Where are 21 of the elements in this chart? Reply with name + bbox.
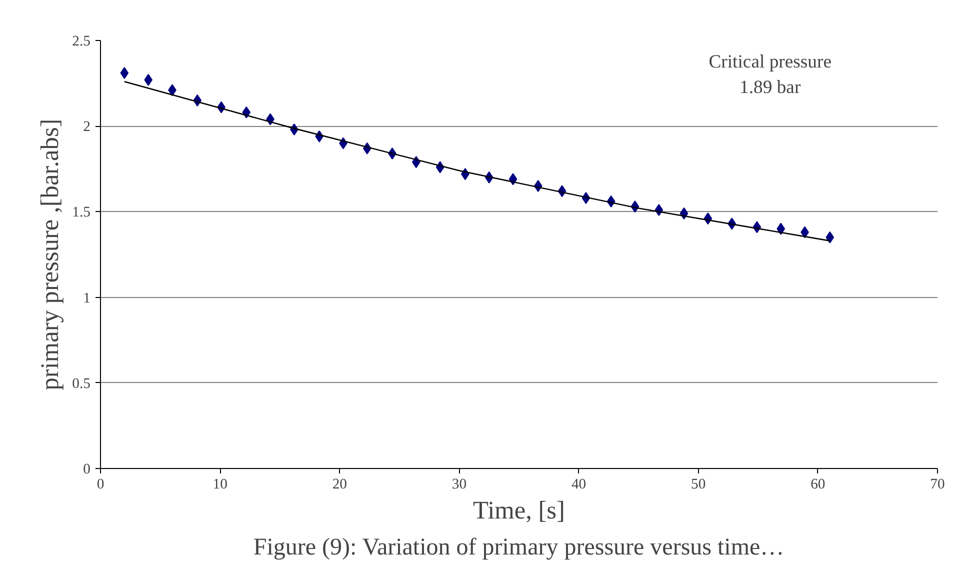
x-tick-label: 0 xyxy=(96,476,104,492)
y-tick-label: 2 xyxy=(83,119,90,136)
y-tick-label: 0.5 xyxy=(72,376,91,392)
y-axis-title: primary pressure ,[bar.abs] xyxy=(36,118,64,390)
x-tick-label: 20 xyxy=(332,476,347,492)
annotation: Critical pressure 1.89 bar xyxy=(708,52,832,98)
x-tick-label: 30 xyxy=(452,476,467,492)
x-tick-label: 50 xyxy=(691,476,706,492)
point xyxy=(826,231,834,244)
y-tick-label: 1.5 xyxy=(72,204,91,221)
x-tick-label: 40 xyxy=(571,476,586,492)
text: Figure (9): Variation of primary pressure versus time… xyxy=(253,534,784,560)
x-tick-label: 10 xyxy=(212,476,228,492)
x-tick-label: 70 xyxy=(930,476,945,492)
x-tick-label: 60 xyxy=(810,476,826,492)
x-axis-title: Time, [s] xyxy=(473,496,565,524)
point xyxy=(120,67,129,80)
y-tick-label: 0 xyxy=(83,462,90,478)
y-tick-label: 2.5 xyxy=(72,34,91,50)
y-tick-label: 1 xyxy=(83,290,90,306)
point xyxy=(776,222,786,235)
